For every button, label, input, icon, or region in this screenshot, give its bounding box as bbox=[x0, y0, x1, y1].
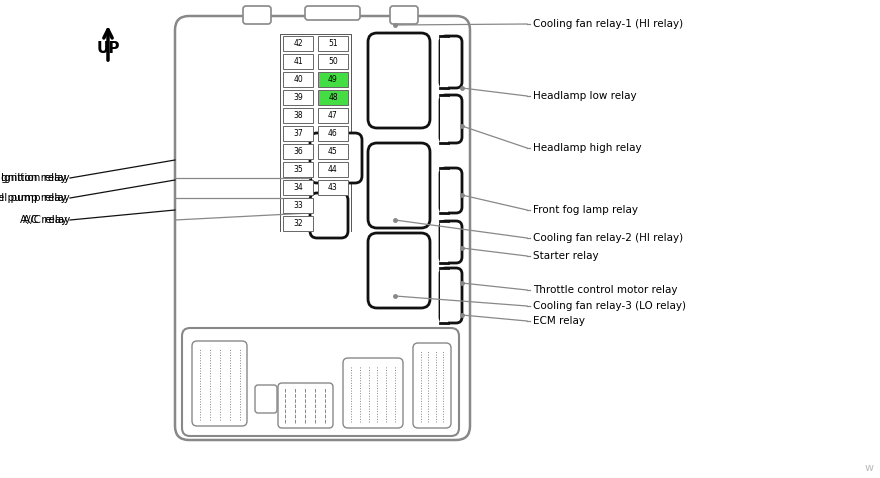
Bar bbox=[283, 198, 313, 213]
Text: w: w bbox=[865, 463, 874, 473]
Text: 44: 44 bbox=[328, 165, 338, 174]
FancyBboxPatch shape bbox=[440, 168, 462, 213]
Text: 46: 46 bbox=[328, 129, 338, 138]
FancyBboxPatch shape bbox=[368, 233, 430, 308]
Text: 34: 34 bbox=[293, 183, 303, 192]
FancyBboxPatch shape bbox=[440, 36, 462, 88]
Text: 42: 42 bbox=[293, 39, 303, 48]
Text: 39: 39 bbox=[293, 93, 303, 102]
Bar bbox=[318, 36, 348, 51]
Bar bbox=[283, 162, 313, 177]
Text: 47: 47 bbox=[328, 111, 338, 120]
Bar bbox=[283, 54, 313, 69]
Bar bbox=[440, 168, 448, 213]
Bar bbox=[440, 268, 448, 323]
Text: 32: 32 bbox=[293, 219, 303, 228]
Bar bbox=[440, 221, 448, 263]
Text: Fuel pump relay: Fuel pump relay bbox=[0, 193, 67, 203]
Text: Ignition relay: Ignition relay bbox=[0, 173, 67, 183]
Bar bbox=[318, 54, 348, 69]
Bar bbox=[318, 72, 348, 87]
Bar bbox=[318, 126, 348, 141]
Text: Ignition relay: Ignition relay bbox=[2, 173, 70, 183]
FancyBboxPatch shape bbox=[310, 133, 362, 183]
Text: Cooling fan relay-2 (HI relay): Cooling fan relay-2 (HI relay) bbox=[533, 233, 683, 243]
Text: Cooling fan relay-1 (HI relay): Cooling fan relay-1 (HI relay) bbox=[533, 19, 683, 29]
Text: 48: 48 bbox=[328, 93, 338, 102]
Bar bbox=[283, 72, 313, 87]
Text: A/C relay: A/C relay bbox=[23, 215, 70, 225]
FancyBboxPatch shape bbox=[305, 6, 360, 20]
Text: UP: UP bbox=[96, 41, 120, 55]
Text: Headlamp high relay: Headlamp high relay bbox=[533, 143, 642, 153]
Text: 40: 40 bbox=[293, 75, 303, 84]
Bar bbox=[283, 180, 313, 195]
Text: 49: 49 bbox=[328, 75, 338, 84]
FancyBboxPatch shape bbox=[255, 385, 277, 413]
Bar bbox=[318, 108, 348, 123]
Bar bbox=[318, 90, 348, 105]
Text: 33: 33 bbox=[293, 201, 303, 210]
FancyBboxPatch shape bbox=[278, 383, 333, 428]
Bar bbox=[440, 95, 448, 143]
Bar bbox=[283, 144, 313, 159]
Bar bbox=[318, 162, 348, 177]
Bar bbox=[440, 36, 448, 88]
FancyBboxPatch shape bbox=[343, 358, 403, 428]
FancyBboxPatch shape bbox=[192, 341, 247, 426]
Text: 51: 51 bbox=[328, 39, 338, 48]
Bar bbox=[283, 216, 313, 231]
Text: Cooling fan relay-3 (LO relay): Cooling fan relay-3 (LO relay) bbox=[533, 301, 686, 311]
FancyBboxPatch shape bbox=[440, 268, 462, 323]
Text: Fuel pump relay: Fuel pump relay bbox=[0, 193, 70, 203]
Text: 45: 45 bbox=[328, 147, 338, 156]
Text: 43: 43 bbox=[328, 183, 338, 192]
Text: 50: 50 bbox=[328, 57, 338, 66]
FancyBboxPatch shape bbox=[440, 95, 462, 143]
Bar bbox=[283, 126, 313, 141]
Text: 38: 38 bbox=[293, 111, 303, 120]
Text: Front fog lamp relay: Front fog lamp relay bbox=[533, 205, 638, 215]
FancyBboxPatch shape bbox=[368, 143, 430, 228]
Text: 35: 35 bbox=[293, 165, 303, 174]
FancyBboxPatch shape bbox=[182, 328, 459, 436]
FancyBboxPatch shape bbox=[368, 33, 430, 128]
FancyBboxPatch shape bbox=[310, 193, 348, 238]
FancyBboxPatch shape bbox=[390, 6, 418, 24]
Bar bbox=[283, 90, 313, 105]
Bar bbox=[318, 180, 348, 195]
Text: Throttle control motor relay: Throttle control motor relay bbox=[533, 285, 678, 295]
Text: 37: 37 bbox=[293, 129, 303, 138]
Text: ECM relay: ECM relay bbox=[533, 316, 585, 326]
FancyBboxPatch shape bbox=[175, 16, 470, 440]
FancyBboxPatch shape bbox=[413, 343, 451, 428]
FancyBboxPatch shape bbox=[243, 6, 271, 24]
Text: A/C relay: A/C relay bbox=[19, 215, 67, 225]
Bar bbox=[283, 108, 313, 123]
FancyBboxPatch shape bbox=[440, 221, 462, 263]
Text: Starter relay: Starter relay bbox=[533, 251, 598, 261]
Bar bbox=[283, 36, 313, 51]
Text: 36: 36 bbox=[293, 147, 303, 156]
Bar bbox=[318, 144, 348, 159]
Text: 41: 41 bbox=[293, 57, 303, 66]
Text: Headlamp low relay: Headlamp low relay bbox=[533, 91, 636, 101]
